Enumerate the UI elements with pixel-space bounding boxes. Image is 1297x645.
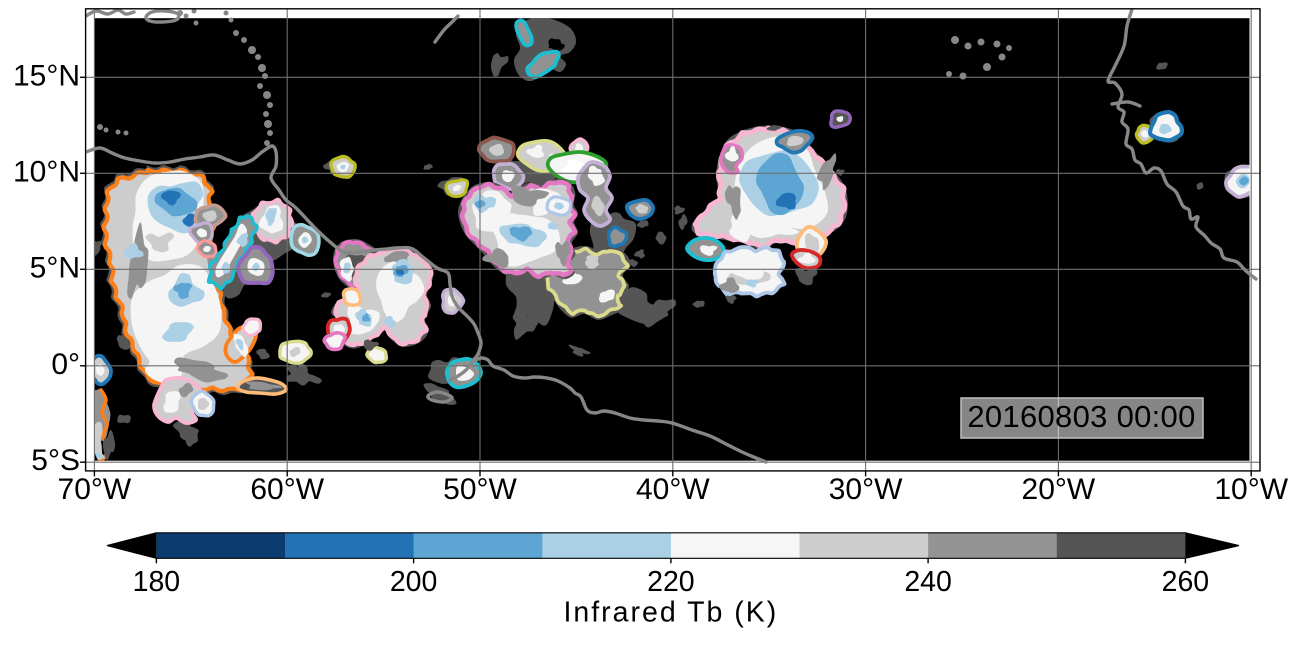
svg-text:30°W: 30°W — [829, 473, 903, 506]
svg-text:5°S: 5°S — [31, 444, 80, 477]
svg-text:10°W: 10°W — [1214, 473, 1288, 506]
svg-text:180: 180 — [133, 566, 181, 598]
svg-text:Infrared Tb (K): Infrared Tb (K) — [564, 597, 779, 629]
svg-text:15°N: 15°N — [13, 59, 80, 92]
svg-text:200: 200 — [390, 566, 438, 598]
svg-text:20160803 00:00: 20160803 00:00 — [967, 399, 1195, 434]
svg-text:70°W: 70°W — [58, 473, 132, 506]
svg-text:0°: 0° — [51, 348, 80, 381]
svg-text:260: 260 — [1162, 566, 1210, 598]
svg-text:50°W: 50°W — [443, 473, 517, 506]
svg-text:240: 240 — [904, 566, 952, 598]
svg-text:20°W: 20°W — [1022, 473, 1096, 506]
svg-text:5°N: 5°N — [30, 251, 80, 284]
svg-text:10°N: 10°N — [13, 155, 80, 188]
svg-text:60°W: 60°W — [250, 473, 324, 506]
svg-text:220: 220 — [647, 566, 695, 598]
svg-text:40°W: 40°W — [636, 473, 710, 506]
